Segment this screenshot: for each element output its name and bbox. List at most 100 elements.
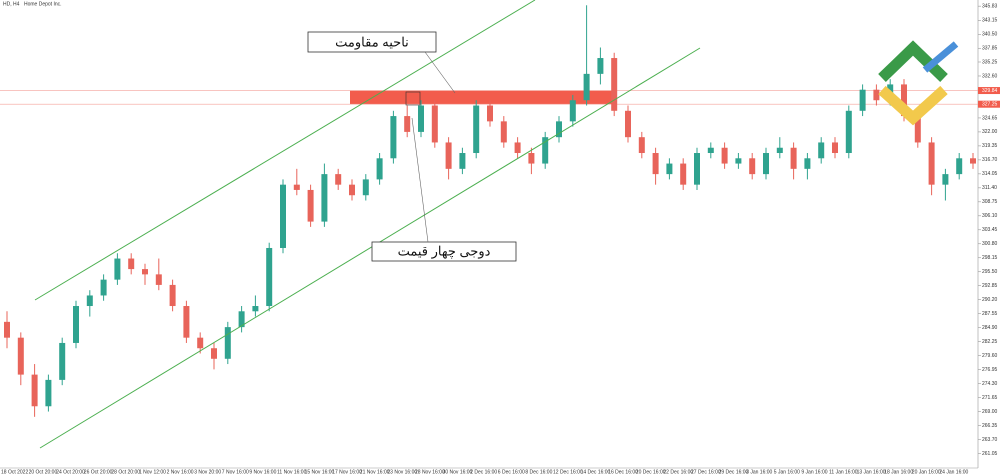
level-label: 327.25 bbox=[982, 102, 998, 108]
candle-body bbox=[335, 174, 342, 185]
candle-body bbox=[59, 342, 66, 380]
x-tick-label: 1 Nov 12:00 bbox=[139, 469, 166, 475]
candle-body bbox=[873, 89, 880, 101]
candle-body bbox=[349, 184, 355, 196]
x-tick-label: 9 Nov 16:00 bbox=[249, 469, 276, 475]
candle-body bbox=[666, 163, 673, 175]
candle-body bbox=[100, 279, 107, 296]
level-label: 329.84 bbox=[982, 88, 998, 94]
candle-body bbox=[183, 306, 190, 338]
y-tick-label: 266.35 bbox=[982, 423, 998, 429]
x-tick-label: 6 Dec 16:00 bbox=[498, 469, 525, 475]
candle-body bbox=[763, 153, 769, 175]
candle-body bbox=[749, 158, 756, 175]
candle-body bbox=[680, 163, 687, 185]
y-tick-label: 282.25 bbox=[982, 339, 998, 345]
y-tick-label: 332.60 bbox=[982, 73, 998, 79]
y-tick-label: 311.40 bbox=[982, 185, 997, 191]
candle-body bbox=[86, 295, 93, 307]
level-label-bg bbox=[978, 87, 1000, 95]
x-tick-label: 20 Oct 20:00 bbox=[29, 469, 58, 475]
candle-body bbox=[707, 147, 714, 154]
x-tick-label: 28 Oct 20:00 bbox=[111, 469, 140, 475]
x-tick-label: 15 Nov 16:00 bbox=[305, 469, 335, 475]
x-tick-label: 23 Nov 16:00 bbox=[387, 469, 417, 475]
candle-body bbox=[583, 73, 590, 101]
candle-body bbox=[238, 311, 245, 328]
level-label-bg bbox=[978, 100, 1000, 108]
candle-body bbox=[556, 121, 562, 138]
candle-body bbox=[818, 142, 825, 159]
candle-body bbox=[514, 142, 521, 154]
candle-body bbox=[528, 153, 535, 164]
candle-body bbox=[362, 179, 369, 196]
y-tick-label: 263.70 bbox=[982, 437, 998, 443]
x-tick-label: 27 Dec 16:00 bbox=[691, 469, 721, 475]
candle-body bbox=[321, 174, 328, 222]
doji-marker bbox=[405, 91, 421, 106]
candle-body bbox=[31, 374, 38, 407]
y-tick-label: 284.90 bbox=[982, 325, 998, 331]
y-tick-label: 300.80 bbox=[982, 241, 998, 247]
x-tick-label: 2 Nov 16:00 bbox=[167, 469, 194, 475]
y-tick-label: 335.25 bbox=[982, 59, 998, 65]
y-tick-label: 271.65 bbox=[982, 395, 998, 401]
x-tick-label: 9 Jan 16:00 bbox=[801, 469, 827, 475]
candle-body bbox=[859, 89, 866, 111]
x-tick-label: 18 Oct 2022 bbox=[1, 469, 28, 475]
x-tick-label: 16 Dec 16:00 bbox=[608, 469, 638, 475]
candle-body bbox=[459, 153, 466, 169]
candle-body bbox=[431, 105, 438, 143]
x-tick-label: 12 Dec 16:00 bbox=[553, 469, 583, 475]
y-tick-label: 343.15 bbox=[982, 18, 998, 24]
candle-body bbox=[17, 337, 24, 375]
candle-body bbox=[597, 58, 604, 74]
candle-body bbox=[942, 174, 949, 185]
x-tick-label: 29 Dec 16:00 bbox=[719, 469, 749, 475]
candle-body bbox=[224, 327, 231, 359]
candle-body bbox=[418, 105, 424, 132]
x-tick-label: 5 Jan 16:00 bbox=[774, 469, 800, 475]
y-tick-label: 314.05 bbox=[982, 171, 998, 177]
x-tick-label: 3 Nov 20:00 bbox=[194, 469, 221, 475]
x-tick-label: 14 Dec 16:00 bbox=[581, 469, 611, 475]
annotation-arrow bbox=[424, 51, 456, 94]
candle-body bbox=[721, 147, 728, 164]
x-tick-label: 28 Nov 16:00 bbox=[415, 469, 445, 475]
annotation-arrow bbox=[411, 117, 429, 243]
y-tick-label: 290.20 bbox=[982, 297, 998, 303]
candle-body bbox=[376, 158, 383, 180]
candle-body bbox=[500, 121, 507, 143]
candle-body bbox=[694, 153, 700, 185]
x-tick-label: 17 Nov 16:00 bbox=[332, 469, 362, 475]
x-tick-label: 20 Jan 16:00 bbox=[912, 469, 941, 475]
symbol: HD, H4 bbox=[3, 1, 20, 7]
candle-body bbox=[280, 184, 286, 248]
candle-body bbox=[197, 337, 204, 349]
x-tick-label: 13 Jan 16:00 bbox=[857, 469, 886, 475]
channel-upper bbox=[34, 0, 536, 301]
y-tick-label: 306.10 bbox=[982, 213, 998, 219]
y-tick-label: 337.85 bbox=[982, 46, 998, 52]
x-tick-label: 21 Nov 16:00 bbox=[360, 469, 390, 475]
candle-body bbox=[804, 158, 811, 169]
candle-body bbox=[293, 184, 300, 190]
y-tick-label: 261.05 bbox=[982, 451, 998, 457]
y-tick-label: 292.85 bbox=[982, 283, 998, 289]
candle-body bbox=[776, 147, 783, 154]
x-tick-label: 7 Nov 16:00 bbox=[222, 469, 249, 475]
candle-body bbox=[390, 116, 397, 159]
annotation: دوجی چهار قیمت bbox=[398, 243, 491, 259]
x-tick-label: 24 Oct 20:00 bbox=[56, 469, 85, 475]
y-tick-label: 345.83 bbox=[982, 4, 998, 10]
candle-body bbox=[473, 105, 480, 154]
y-tick-label: 316.70 bbox=[982, 157, 998, 163]
candle-body bbox=[611, 58, 618, 111]
candle-body bbox=[956, 158, 963, 175]
x-tick-label: 11 Jan 16:00 bbox=[829, 469, 858, 475]
candle-body bbox=[73, 306, 79, 343]
candle-body bbox=[542, 137, 549, 164]
candle-body bbox=[128, 258, 135, 270]
